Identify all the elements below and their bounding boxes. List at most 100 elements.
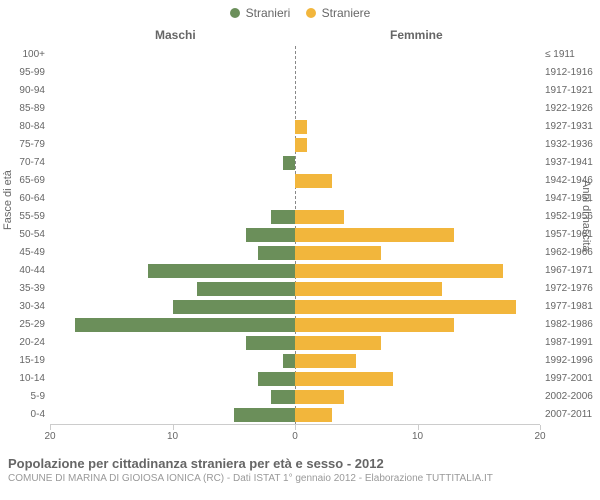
female-bar	[295, 138, 307, 152]
male-bar	[173, 300, 296, 314]
x-tick-label: 0	[292, 431, 298, 442]
female-bar	[295, 300, 516, 314]
female-bar	[295, 264, 503, 278]
y-left-label: 65-69	[5, 175, 45, 186]
male-bar	[75, 318, 296, 332]
data-row	[50, 172, 540, 190]
y-left-label: 50-54	[5, 229, 45, 240]
male-bar	[271, 390, 296, 404]
female-bar	[295, 120, 307, 134]
y-right-label: 1937-1941	[545, 157, 600, 168]
section-title-female: Femmine	[390, 28, 443, 42]
data-row	[50, 82, 540, 100]
data-row	[50, 352, 540, 370]
data-row	[50, 244, 540, 262]
section-title-male: Maschi	[155, 28, 196, 42]
y-left-label: 15-19	[5, 355, 45, 366]
y-left-label: 5-9	[5, 391, 45, 402]
legend: Stranieri Straniere	[0, 6, 600, 21]
x-tick-label: 20	[534, 431, 545, 442]
data-row	[50, 226, 540, 244]
y-right-label: 1982-1986	[545, 319, 600, 330]
male-bar	[246, 336, 295, 350]
data-row	[50, 136, 540, 154]
y-right-label: 2007-2011	[545, 409, 600, 420]
male-bar	[283, 156, 295, 170]
y-right-label: ≤ 1911	[545, 49, 600, 60]
y-right-label: 1997-2001	[545, 373, 600, 384]
y-left-label: 35-39	[5, 283, 45, 294]
y-left-label: 60-64	[5, 193, 45, 204]
legend-label-female: Straniere	[322, 6, 371, 20]
y-right-label: 2002-2006	[545, 391, 600, 402]
x-axis: 201001020	[50, 424, 540, 447]
female-bar	[295, 174, 332, 188]
y-right-label: 1962-1966	[545, 247, 600, 258]
y-left-label: 20-24	[5, 337, 45, 348]
y-right-label: 1977-1981	[545, 301, 600, 312]
data-row	[50, 208, 540, 226]
y-left-label: 95-99	[5, 67, 45, 78]
y-right-label: 1912-1916	[545, 67, 600, 78]
y-left-label: 75-79	[5, 139, 45, 150]
y-right-label: 1957-1961	[545, 229, 600, 240]
x-tick	[295, 425, 296, 430]
y-left-label: 45-49	[5, 247, 45, 258]
male-bar	[148, 264, 295, 278]
female-bar	[295, 228, 454, 242]
male-bar	[234, 408, 295, 422]
y-right-label: 1947-1951	[545, 193, 600, 204]
legend-item-male: Stranieri	[230, 6, 291, 20]
data-row	[50, 388, 540, 406]
x-tick	[50, 425, 51, 430]
plot-area	[50, 46, 540, 424]
data-row	[50, 406, 540, 424]
y-left-label: 90-94	[5, 85, 45, 96]
female-bar	[295, 354, 356, 368]
female-bar	[295, 336, 381, 350]
male-bar	[258, 372, 295, 386]
x-tick-label: 10	[412, 431, 423, 442]
female-bar	[295, 246, 381, 260]
female-bar	[295, 408, 332, 422]
y-left-label: 0-4	[5, 409, 45, 420]
y-right-label: 1972-1976	[545, 283, 600, 294]
chart-area: Maschi Femmine 201001020	[50, 28, 540, 448]
x-tick	[418, 425, 419, 430]
male-bar	[246, 228, 295, 242]
y-right-label: 1917-1921	[545, 85, 600, 96]
data-row	[50, 316, 540, 334]
data-row	[50, 118, 540, 136]
data-row	[50, 370, 540, 388]
y-left-label: 10-14	[5, 373, 45, 384]
female-bar	[295, 282, 442, 296]
data-row	[50, 298, 540, 316]
y-left-label: 85-89	[5, 103, 45, 114]
y-right-label: 1922-1926	[545, 103, 600, 114]
y-right-label: 1992-1996	[545, 355, 600, 366]
female-bar	[295, 210, 344, 224]
data-row	[50, 46, 540, 64]
y-right-label: 1987-1991	[545, 337, 600, 348]
male-bar	[197, 282, 295, 296]
y-left-label: 30-34	[5, 301, 45, 312]
y-left-label: 70-74	[5, 157, 45, 168]
x-tick	[540, 425, 541, 430]
legend-swatch-female	[306, 8, 316, 18]
data-row	[50, 154, 540, 172]
y-left-label: 25-29	[5, 319, 45, 330]
y-right-label: 1967-1971	[545, 265, 600, 276]
data-row	[50, 280, 540, 298]
legend-swatch-male	[230, 8, 240, 18]
x-tick-label: 20	[44, 431, 55, 442]
female-bar	[295, 372, 393, 386]
data-row	[50, 100, 540, 118]
y-left-label: 40-44	[5, 265, 45, 276]
section-titles: Maschi Femmine	[50, 28, 540, 46]
data-row	[50, 262, 540, 280]
male-bar	[258, 246, 295, 260]
data-row	[50, 64, 540, 82]
male-bar	[283, 354, 295, 368]
y-right-label: 1952-1956	[545, 211, 600, 222]
y-right-label: 1927-1931	[545, 121, 600, 132]
